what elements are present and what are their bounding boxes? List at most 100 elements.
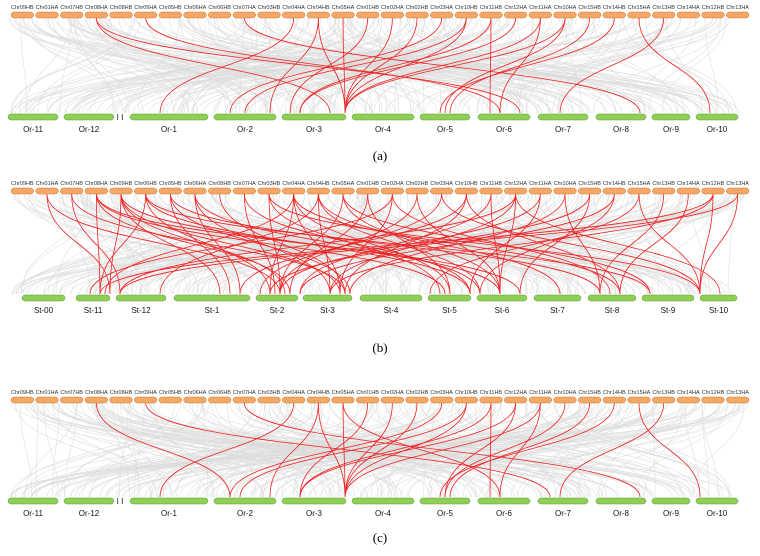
bottom-chromosome-label: Or-4 [375, 509, 392, 518]
syntenic-link [344, 402, 467, 498]
background-link [34, 402, 403, 498]
background-link [118, 402, 129, 498]
bottom-chromosome [419, 113, 471, 121]
syntenic-link [239, 193, 467, 295]
background-link [190, 17, 472, 114]
top-chromosome [257, 187, 281, 195]
top-chromosome [652, 187, 676, 195]
top-chromosome [479, 396, 503, 404]
syntenic-link [95, 17, 331, 114]
bottom-chromosome-label: St-9 [661, 306, 676, 315]
top-chromosome-label: Chr15HB [578, 390, 601, 396]
background-link [216, 17, 305, 114]
bottom-chromosome [695, 113, 739, 121]
syntenic-link [145, 402, 551, 498]
bottom-chromosome-label: Or-5 [437, 509, 454, 518]
top-chromosome-label: Chr10HA [554, 5, 577, 11]
syntenic-link [329, 193, 517, 295]
background-link [321, 193, 745, 295]
top-chromosome-label: Chr02HB [406, 181, 429, 187]
syntenic-link [46, 193, 111, 295]
top-chromosome [356, 187, 380, 195]
background-link [24, 402, 298, 498]
panel-label: (c) [373, 530, 387, 545]
panel-label: (b) [372, 340, 387, 355]
background-link [170, 402, 750, 498]
bottom-chromosome-label: Or-9 [663, 125, 680, 134]
background-link [15, 17, 495, 114]
syntenic-link [519, 193, 591, 295]
bottom-chromosome-label: St-2 [270, 306, 285, 315]
top-chromosome-label: Chr07HB [60, 390, 83, 396]
background-link [64, 402, 161, 498]
syntenic-link [429, 193, 640, 295]
top-chromosome-label: Chr06HB [134, 181, 157, 187]
top-chromosome [676, 187, 700, 195]
background-link [114, 17, 452, 114]
background-link [360, 402, 720, 498]
top-chromosome [504, 396, 528, 404]
background-link [500, 402, 589, 498]
background-link [78, 402, 446, 498]
bottom-chromosome [699, 294, 738, 302]
top-chromosome-label: Chr11HB [480, 181, 503, 187]
background-link [337, 17, 412, 114]
top-chromosome [331, 187, 355, 195]
top-chromosome [331, 11, 355, 19]
syntenic-link [259, 193, 443, 295]
syntenic-link [268, 193, 701, 295]
background-link [60, 402, 316, 498]
top-chromosome [35, 396, 59, 404]
background-link [94, 402, 368, 498]
bottom-chromosome [21, 294, 66, 302]
syntenic-link [279, 193, 418, 295]
background-link [14, 402, 181, 498]
syntenic-link [299, 193, 615, 295]
top-chromosome [183, 396, 207, 404]
syntenic-link [444, 17, 566, 114]
syntenic-link [439, 402, 615, 498]
top-chromosome [134, 187, 158, 195]
bottom-chromosome [281, 497, 347, 505]
background-link [172, 193, 492, 295]
top-chromosome [454, 396, 478, 404]
syntenic-link [119, 193, 739, 295]
background-link [75, 17, 292, 114]
top-chromosome [578, 396, 602, 404]
background-link [262, 402, 593, 498]
background-link [105, 17, 248, 114]
bottom-chromosome-label: Or-5 [437, 125, 454, 134]
top-chromosome [454, 187, 478, 195]
top-chromosome [282, 396, 306, 404]
top-chromosome-label: Chr12HB [702, 5, 725, 11]
top-chromosome-label: Chr11HB [480, 390, 503, 396]
background-link [349, 193, 669, 295]
background-link [47, 17, 268, 114]
syntenic-link [229, 17, 443, 114]
background-link [89, 402, 655, 498]
bottom-chromosome-label: Or-12 [79, 125, 100, 134]
background-link [277, 193, 735, 295]
top-chromosome-label: Chr02HA [381, 181, 404, 187]
bottom-chromosomes: Or-11 Or-12 Or-1 Or-2 Or-3 Or-4 Or-5 Or-6 Or-7 Or… [7, 497, 739, 518]
syntenic-link [317, 17, 346, 114]
syntenic-link [469, 193, 541, 295]
background-link [192, 193, 277, 295]
top-chromosome [405, 11, 429, 19]
top-chromosome-label: Chr09HB [110, 181, 133, 187]
background-link [46, 402, 464, 498]
background-link [384, 402, 568, 498]
background-link [74, 17, 114, 114]
bottom-chromosome [255, 294, 299, 302]
syntenic-link [99, 193, 147, 295]
background-link [526, 17, 596, 114]
top-chromosome [652, 396, 676, 404]
bottom-chromosome-label: St-4 [384, 306, 399, 315]
syntenic-link [317, 193, 561, 295]
panel-b: Chr09HB Chr01HA Chr07HB Chr08HA Chr09HB Chr06… [10, 181, 749, 355]
background-link [567, 402, 730, 498]
background-link [29, 17, 255, 114]
background-link [221, 402, 645, 498]
bottom-chromosome [63, 113, 115, 121]
bottom-chromosome [537, 113, 589, 121]
